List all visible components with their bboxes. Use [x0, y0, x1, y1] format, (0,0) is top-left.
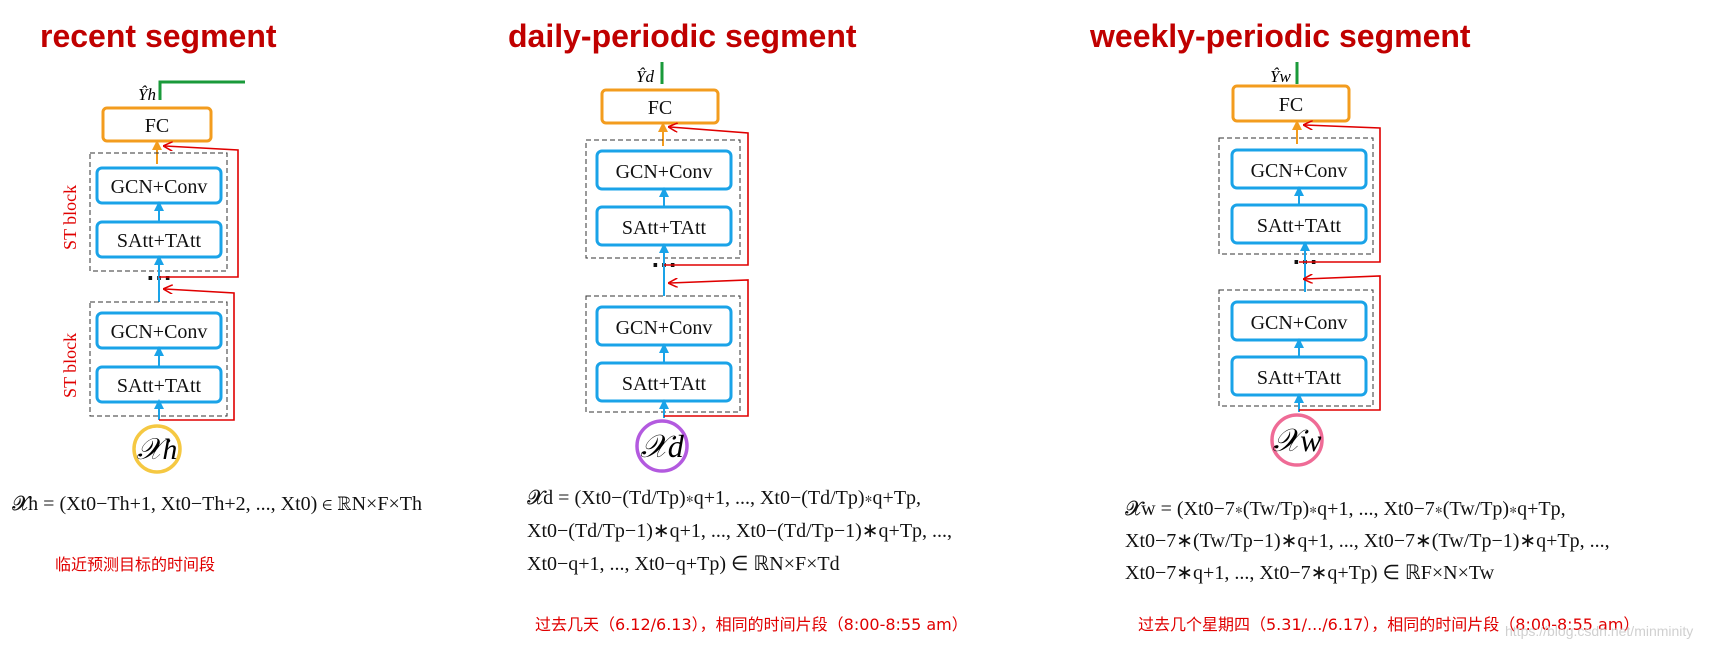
daily-fc-label: FC: [648, 97, 672, 119]
daily-skip-bottom: [664, 280, 749, 417]
weekly-fc-box: [1231, 84, 1351, 123]
recent-gcn-label-top: GCN+Conv: [111, 176, 208, 198]
weekly-satt-box-top: [1230, 203, 1368, 245]
recent-diagram: Ŷh FC GCN+Conv SAtt+TAtt ST block ⋯ GCN+…: [60, 80, 245, 474]
daily-skip-top: [664, 127, 749, 266]
recent-skip-top: [159, 146, 239, 278]
weekly-input-label: 𝒳w: [1273, 422, 1323, 458]
title-recent-segment: recent segment: [40, 18, 277, 54]
recent-st-block-label-top: ST block: [60, 185, 80, 250]
recent-equation: 𝓧h = (Xt0−Th+1, Xt0−Th+2, ..., Xt0) ∈ ℝN…: [12, 493, 422, 515]
title-daily-segment: daily-periodic segment: [508, 18, 857, 54]
recent-output-line: [158, 80, 245, 100]
daily-output-label: Ŷd: [636, 67, 654, 86]
recent-input-label: 𝒳h: [137, 433, 178, 466]
recent-st-block-label-bottom: ST block: [60, 333, 80, 398]
weekly-output-label: Ŷw: [1270, 67, 1291, 86]
title-weekly-segment: weekly-periodic segment: [1090, 18, 1471, 54]
weekly-st-block-top: [1218, 137, 1374, 255]
daily-gcn-label-top: GCN+Conv: [616, 161, 713, 183]
daily-equation-line-1: 𝓧d = (Xt0−(Td/Tp)∗q+1, ..., Xt0−(Td/Tp)∗…: [527, 487, 922, 509]
weekly-gcn-label-top: GCN+Conv: [1251, 160, 1348, 182]
weekly-skip-bottom: [1299, 276, 1381, 411]
weekly-equation-line-2: Xt0−7∗(Tw/Tp−1)∗q+1, ..., Xt0−7∗(Tw/Tp−1…: [1125, 530, 1610, 552]
recent-gcn-label-bottom: GCN+Conv: [111, 321, 208, 343]
weekly-gcn-label-bottom: GCN+Conv: [1251, 312, 1348, 334]
weekly-input-circle: [1270, 413, 1324, 467]
watermark: https://blog.csdn.net/minminity: [1505, 623, 1694, 639]
daily-input-circle: [635, 419, 689, 473]
weekly-st-block-bottom: [1218, 289, 1374, 407]
weekly-equation-line-3: Xt0−7∗q+1, ..., Xt0−7∗q+Tp) ∈ ℝF×N×Tw: [1125, 562, 1495, 584]
weekly-note: 过去几个星期四（5.31/.../6.17），相同的时间片段（8:00-8:55…: [1138, 615, 1640, 634]
recent-note: 临近预测目标的时间段: [55, 555, 216, 574]
daily-satt-label-top: SAtt+TAtt: [622, 217, 707, 239]
recent-st-block-bottom: [89, 301, 228, 417]
recent-input-circle: [132, 424, 182, 474]
weekly-satt-label-bottom: SAtt+TAtt: [1257, 367, 1342, 389]
weekly-fc-label: FC: [1279, 94, 1303, 116]
daily-satt-label-bottom: SAtt+TAtt: [622, 373, 707, 395]
daily-equation-line-2: Xt0−(Td/Tp−1)∗q+1, ..., Xt0−(Td/Tp−1)∗q+…: [527, 520, 953, 542]
daily-note: 过去几天（6.12/6.13），相同的时间片段（8:00-8:55 am）: [535, 615, 968, 634]
recent-satt-label-top: SAtt+TAtt: [117, 230, 202, 252]
weekly-satt-label-top: SAtt+TAtt: [1257, 215, 1342, 237]
weekly-skip-top: [1299, 125, 1381, 263]
daily-diagram: Ŷd FC GCN+Conv SAtt+TAtt ⋯ GCN+Conv SAtt…: [585, 62, 749, 473]
daily-gcn-label-bottom: GCN+Conv: [616, 317, 713, 339]
weekly-diagram: Ŷw FC GCN+Conv SAtt+TAtt ⋯ GCN+Conv SAtt…: [1218, 62, 1381, 467]
recent-satt-label-bottom: SAtt+TAtt: [117, 375, 202, 397]
recent-skip-bottom: [159, 289, 235, 421]
recent-fc-label: FC: [145, 115, 169, 137]
weekly-equation-line-1: 𝓧w = (Xt0−7∗(Tw/Tp)∗q+1, ..., Xt0−7∗(Tw/…: [1125, 498, 1566, 520]
recent-output-label: Ŷh: [138, 85, 156, 104]
daily-input-label: 𝒳d: [640, 428, 685, 464]
daily-equation-line-3: Xt0−q+1, ..., Xt0−q+Tp) ∈ ℝN×F×Td: [527, 553, 840, 575]
